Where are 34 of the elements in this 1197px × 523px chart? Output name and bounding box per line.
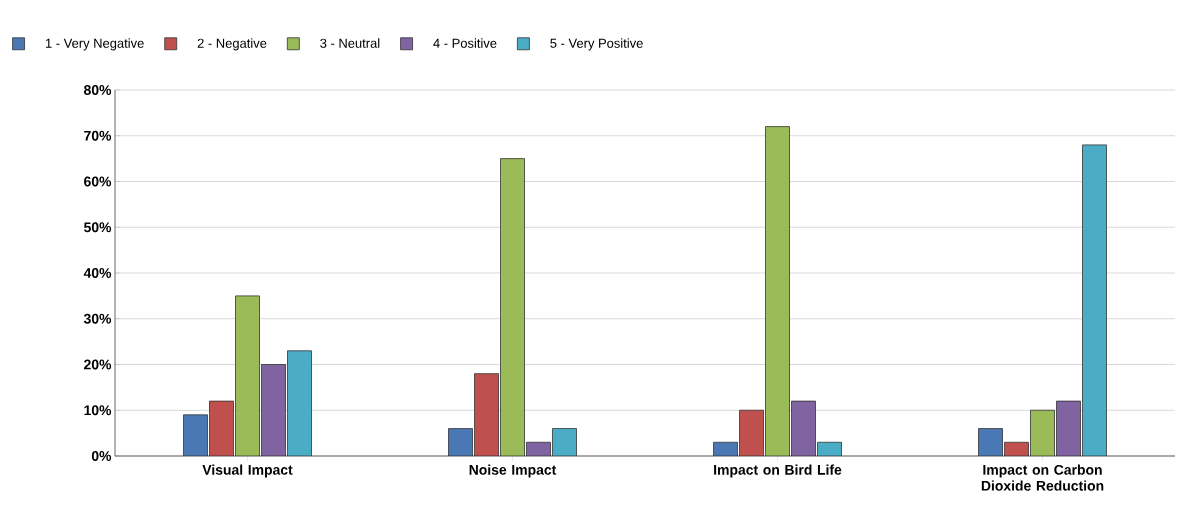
bar bbox=[765, 126, 790, 456]
y-tick-label: 80% bbox=[84, 85, 112, 95]
bar bbox=[261, 364, 286, 456]
x-tick-label: Visual Impact bbox=[202, 464, 293, 478]
bar bbox=[183, 414, 208, 456]
y-tick-label: 0% bbox=[91, 451, 112, 461]
legend-label: 2 - Negative bbox=[197, 38, 267, 51]
bar bbox=[791, 400, 816, 456]
bar bbox=[978, 428, 1003, 456]
bar bbox=[1030, 409, 1055, 456]
legend-label: 5 - Very Positive bbox=[550, 38, 643, 51]
y-tick-label: 50% bbox=[83, 222, 112, 233]
bar bbox=[287, 350, 312, 456]
y-tick-label: 10% bbox=[84, 405, 112, 416]
legend-label: 3 - Neutral bbox=[320, 38, 380, 48]
legend-label: 4 - Positive bbox=[433, 38, 497, 48]
bar bbox=[1056, 400, 1081, 456]
y-tick-label: 60% bbox=[84, 176, 112, 187]
y-tick-label: 40% bbox=[83, 268, 112, 278]
bar bbox=[552, 428, 577, 456]
bar bbox=[1082, 144, 1107, 456]
bar bbox=[474, 373, 499, 456]
y-tick-label: 30% bbox=[83, 313, 112, 324]
bar bbox=[739, 409, 764, 456]
bar bbox=[209, 400, 234, 456]
bar bbox=[500, 158, 525, 456]
x-tick-label: Noise Impact bbox=[469, 464, 557, 478]
y-tick-label: 70% bbox=[84, 130, 112, 141]
bar bbox=[235, 295, 260, 456]
legend-label: 1 - Very Negative bbox=[45, 38, 144, 51]
x-tick-label: Impact on Bird Life bbox=[714, 464, 842, 478]
bar bbox=[448, 428, 473, 456]
x-tick-label: Impact on Carbon Dioxide Reduction bbox=[981, 464, 1104, 491]
y-tick-label: 20% bbox=[84, 359, 112, 370]
